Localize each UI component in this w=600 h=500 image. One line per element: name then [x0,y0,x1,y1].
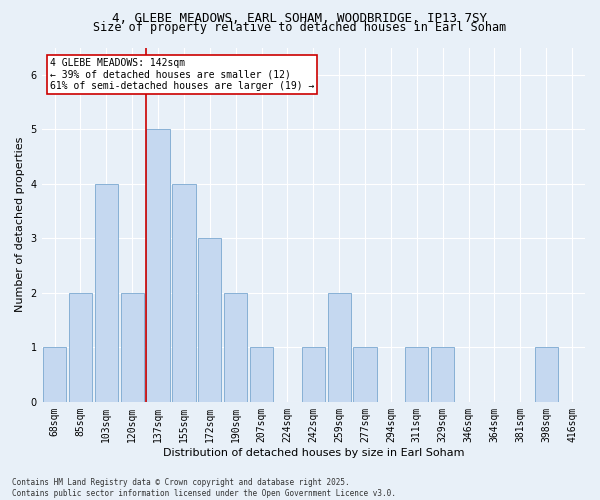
Bar [405,348,428,402]
Text: 4 GLEBE MEADOWS: 142sqm
← 39% of detached houses are smaller (12)
61% of semi-de: 4 GLEBE MEADOWS: 142sqm ← 39% of detache… [50,58,314,92]
Bar [121,293,144,402]
Text: 4, GLEBE MEADOWS, EARL SOHAM, WOODBRIDGE, IP13 7SY: 4, GLEBE MEADOWS, EARL SOHAM, WOODBRIDGE… [113,12,487,26]
Bar [431,348,454,402]
X-axis label: Distribution of detached houses by size in Earl Soham: Distribution of detached houses by size … [163,448,464,458]
Bar [302,348,325,402]
Bar [172,184,196,402]
Y-axis label: Number of detached properties: Number of detached properties [15,137,25,312]
Bar [95,184,118,402]
Bar [43,348,66,402]
Bar [198,238,221,402]
Bar [353,348,377,402]
Text: Size of property relative to detached houses in Earl Soham: Size of property relative to detached ho… [94,22,506,35]
Text: Contains HM Land Registry data © Crown copyright and database right 2025.
Contai: Contains HM Land Registry data © Crown c… [12,478,396,498]
Bar [69,293,92,402]
Bar [224,293,247,402]
Bar [250,348,273,402]
Bar [535,348,558,402]
Bar [146,130,170,402]
Bar [328,293,351,402]
